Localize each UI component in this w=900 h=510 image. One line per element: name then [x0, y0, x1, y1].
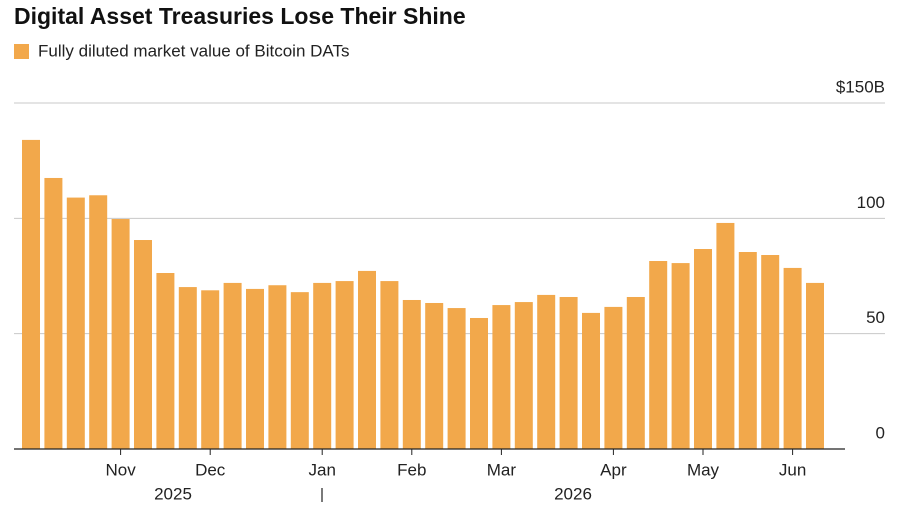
x-tick-label: Jan — [308, 460, 335, 479]
bar — [402, 299, 421, 449]
y-tick-label: $150B — [836, 77, 885, 96]
bar — [514, 302, 533, 449]
x-tick-label: Nov — [105, 460, 136, 479]
bar — [806, 282, 824, 449]
bar — [66, 197, 85, 449]
x-tick-label: Feb — [397, 460, 426, 479]
bar — [761, 255, 780, 449]
bar — [44, 177, 63, 449]
year-label: 2026 — [554, 484, 592, 503]
x-tick-label: Mar — [487, 460, 517, 479]
x-tick-label: Jun — [779, 460, 806, 479]
bar — [134, 240, 152, 449]
x-tick-label: Apr — [600, 460, 627, 479]
bar — [447, 308, 466, 449]
bar — [380, 281, 399, 449]
bar — [738, 252, 757, 449]
bar — [626, 296, 645, 449]
chart-title: Digital Asset Treasuries Lose Their Shin… — [14, 3, 466, 29]
bar — [425, 302, 444, 449]
bar — [313, 282, 332, 449]
bar — [268, 285, 287, 449]
bar — [290, 292, 309, 449]
year-label: 2025 — [154, 484, 192, 503]
bar — [111, 219, 130, 449]
bar — [649, 261, 668, 449]
y-tick-label: 0 — [876, 423, 885, 442]
bar — [223, 282, 242, 449]
x-tick-label: Dec — [195, 460, 226, 479]
bar — [178, 287, 197, 449]
bar — [604, 306, 623, 449]
bar — [492, 305, 511, 449]
legend-swatch — [14, 44, 29, 59]
x-tick-label: May — [687, 460, 720, 479]
bar — [201, 290, 220, 449]
bar — [716, 222, 735, 449]
bar — [22, 139, 40, 449]
bar — [335, 281, 354, 449]
bar — [582, 312, 600, 449]
bar — [156, 273, 175, 449]
bar — [246, 288, 264, 449]
bar — [470, 317, 488, 449]
bar — [358, 270, 376, 449]
bar — [694, 249, 712, 449]
bar — [537, 294, 556, 449]
bar — [559, 296, 578, 449]
y-tick-label: 100 — [857, 193, 885, 212]
bar — [671, 263, 690, 449]
legend-label: Fully diluted market value of Bitcoin DA… — [38, 41, 349, 60]
y-tick-label: 50 — [866, 308, 885, 327]
bar — [89, 195, 108, 449]
bar — [783, 267, 802, 449]
